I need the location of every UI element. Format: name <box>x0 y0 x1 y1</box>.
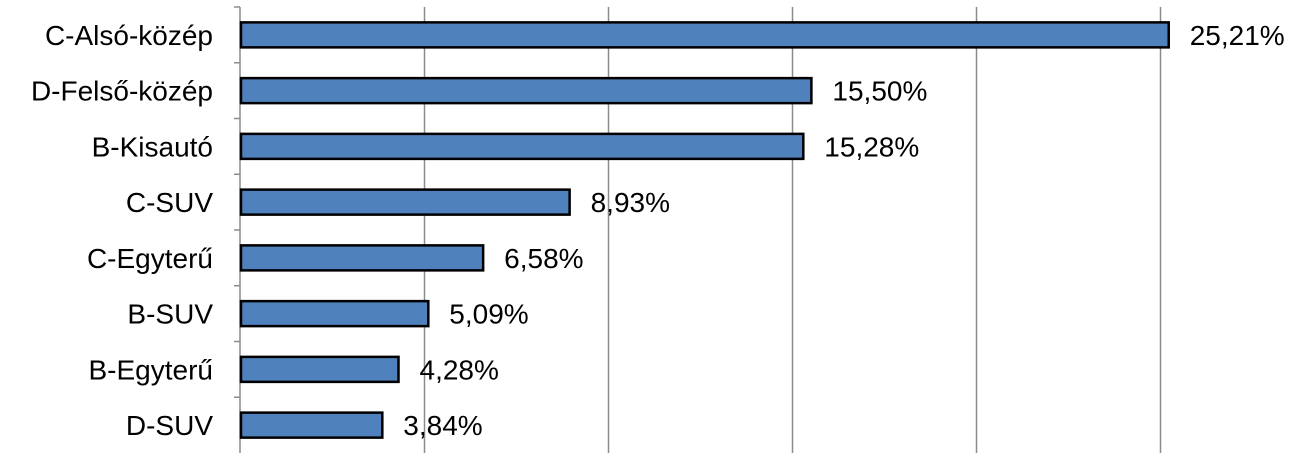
category-label: C-Egyterű <box>87 243 213 274</box>
value-labels: 25,21% 15,50% 15,28% 8,93% 6,58% 5,09% 4,28% 3,… <box>403 20 1284 441</box>
category-labels: C-Alsó-közép D-Felső-közép B-Kisautó C-SUV C… <box>31 20 213 441</box>
value-label: 4,28% <box>420 354 499 385</box>
bar <box>239 244 485 272</box>
category-label: D-Felső-közép <box>31 76 213 107</box>
value-label: 15,28% <box>824 131 919 162</box>
category-label: B-Egyterű <box>89 354 214 385</box>
category-label: C-Alsó-közép <box>45 20 213 51</box>
value-label: 3,84% <box>403 410 482 441</box>
category-label: C-SUV <box>126 187 213 218</box>
bar <box>239 188 571 216</box>
value-label: 25,21% <box>1190 20 1285 51</box>
bar <box>239 299 430 328</box>
category-label: B-SUV <box>127 299 213 330</box>
category-label: D-SUV <box>126 410 213 441</box>
value-label: 8,93% <box>591 187 670 218</box>
bar <box>239 21 1170 49</box>
bar <box>239 411 384 439</box>
bars <box>234 6 1170 439</box>
value-label: 6,58% <box>504 243 583 274</box>
gridlines <box>423 7 1162 453</box>
category-label: B-Kisautó <box>92 131 213 162</box>
value-label: 15,50% <box>832 76 927 107</box>
bar <box>239 76 813 105</box>
bar <box>239 132 805 161</box>
value-label: 5,09% <box>449 299 528 330</box>
bar <box>239 355 400 384</box>
